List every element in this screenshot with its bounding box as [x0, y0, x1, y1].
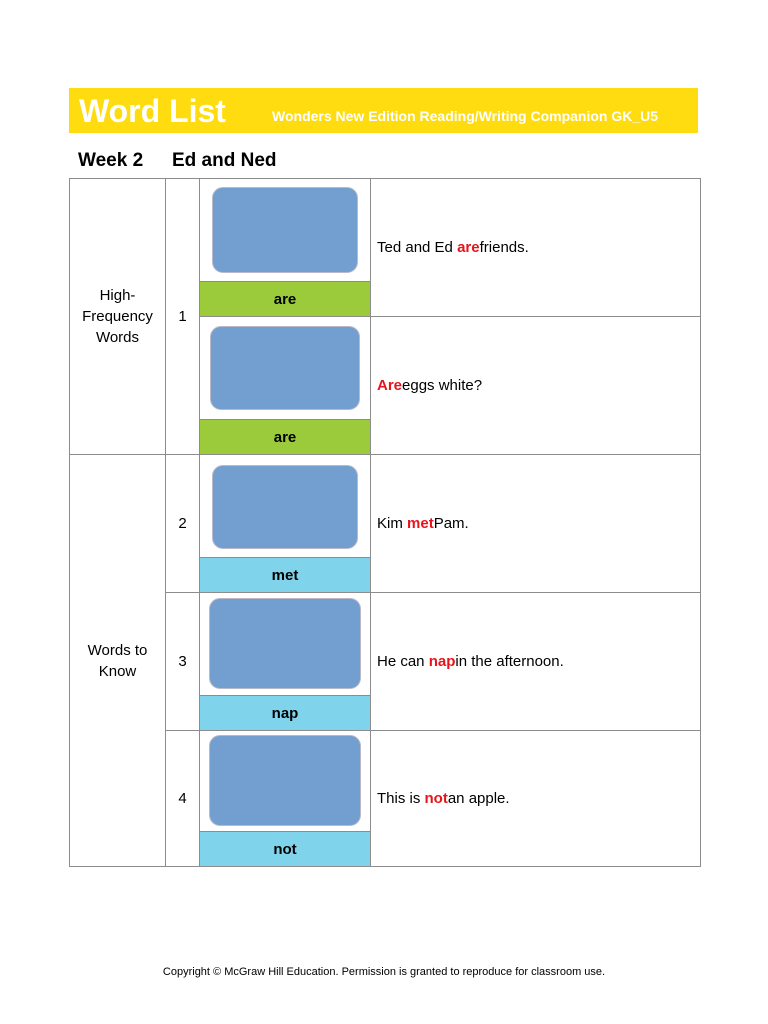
word-label: not [200, 831, 370, 866]
sentence-text: Pam. [433, 515, 469, 532]
word-label: are [200, 419, 370, 454]
copyright-footer: Copyright © McGraw Hill Education. Permi… [162, 966, 606, 978]
week-title: Ed and Ned [172, 150, 277, 171]
word-card: nap [199, 592, 371, 731]
sentence-text: in the afternoon. [455, 653, 564, 670]
word-label: are [200, 281, 370, 316]
word-picture [212, 187, 358, 273]
target-word: met [407, 515, 434, 532]
word-picture [209, 735, 361, 826]
example-sentence: Are eggs white? [370, 316, 701, 455]
example-sentence: This is not an apple. [370, 730, 701, 867]
word-card: not [199, 730, 371, 867]
example-sentence: Ted and Ed are friends. [370, 178, 701, 317]
word-label: met [200, 557, 370, 592]
row-number: 3 [165, 592, 200, 731]
word-picture [209, 598, 361, 689]
word-label: nap [200, 695, 370, 730]
row-number: 1 [165, 178, 200, 455]
example-sentence: He can nap in the afternoon. [370, 592, 701, 731]
word-picture [212, 465, 358, 549]
sentence-text: He can [377, 653, 425, 670]
sentence-text: This is [377, 790, 421, 807]
word-card: are [199, 316, 371, 455]
sentence-text: an apple. [447, 790, 510, 807]
target-word: nap [428, 653, 456, 670]
example-sentence: Kim met Pam. [370, 454, 701, 593]
target-word: Are [377, 377, 403, 394]
row-number: 2 [165, 454, 200, 593]
sentence-text: friends. [479, 239, 529, 256]
page-subtitle: Wonders New Edition Reading/Writing Comp… [272, 108, 659, 124]
sentence-text: Ted and Ed [377, 239, 453, 256]
category-label: High-Frequency Words [82, 287, 153, 346]
category-high-frequency: High-Frequency Words [69, 178, 166, 455]
page-title: Word List [79, 93, 226, 129]
category-label: Words to Know [87, 641, 148, 680]
row-number: 4 [165, 730, 200, 867]
word-card: are [199, 178, 371, 317]
week-label: Week 2 [78, 150, 144, 171]
target-word: not [424, 790, 448, 807]
target-word: are [457, 239, 480, 256]
category-words-to-know: Words to Know [69, 454, 166, 867]
word-table: High-Frequency Words Words to Know 1 2 3… [69, 178, 701, 867]
sentence-text: Kim [377, 515, 403, 532]
word-card: met [199, 454, 371, 593]
word-picture [210, 326, 360, 410]
sentence-text: eggs white? [402, 377, 483, 394]
header-banner: Word List Wonders New Edition Reading/Wr… [69, 88, 698, 133]
